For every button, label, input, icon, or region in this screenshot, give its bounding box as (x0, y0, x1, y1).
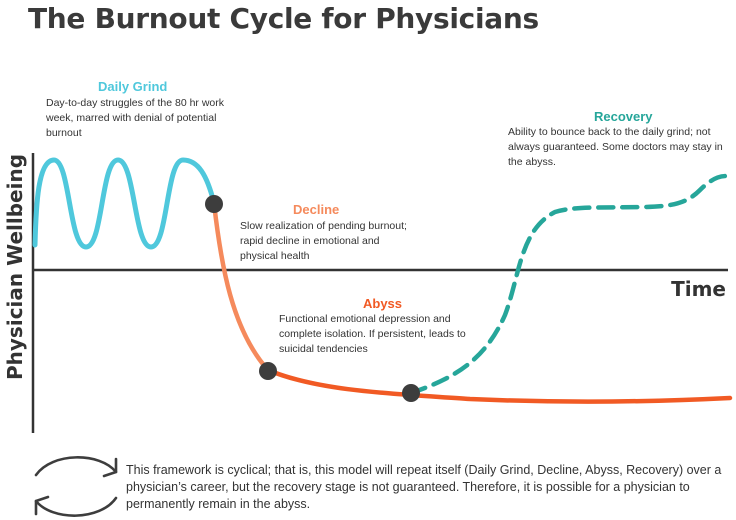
decline-curve (211, 200, 271, 373)
abyss-title: Abyss (363, 296, 403, 311)
footer-note: This framework is cyclical; that is, thi… (126, 463, 722, 511)
abyss-description: Functional emotional depression and comp… (279, 313, 466, 355)
x-axis-label: Time (671, 277, 726, 301)
decline-title: Decline (293, 202, 340, 217)
abyss-recovery-marker (402, 384, 420, 402)
cycle-arrows-icon (34, 456, 118, 517)
grind-decline-marker (205, 195, 223, 213)
page-title: The Burnout Cycle for Physicians (28, 2, 539, 35)
decline-description: Slow realization of pending burnout; rap… (240, 220, 407, 262)
daily-grind-title: Daily Grind (98, 79, 168, 94)
abyss-curve (265, 367, 733, 404)
daily-grind-curve (32, 157, 217, 250)
y-axis-label: Physician Wellbeing (3, 154, 27, 380)
decline-abyss-marker (259, 362, 277, 380)
recovery-description: Ability to bounce back to the daily grin… (508, 126, 723, 168)
daily-grind-description: Day-to-day struggles of the 80 hr work w… (46, 97, 224, 139)
recovery-title: Recovery (594, 109, 653, 124)
recovery-curve (408, 173, 735, 396)
